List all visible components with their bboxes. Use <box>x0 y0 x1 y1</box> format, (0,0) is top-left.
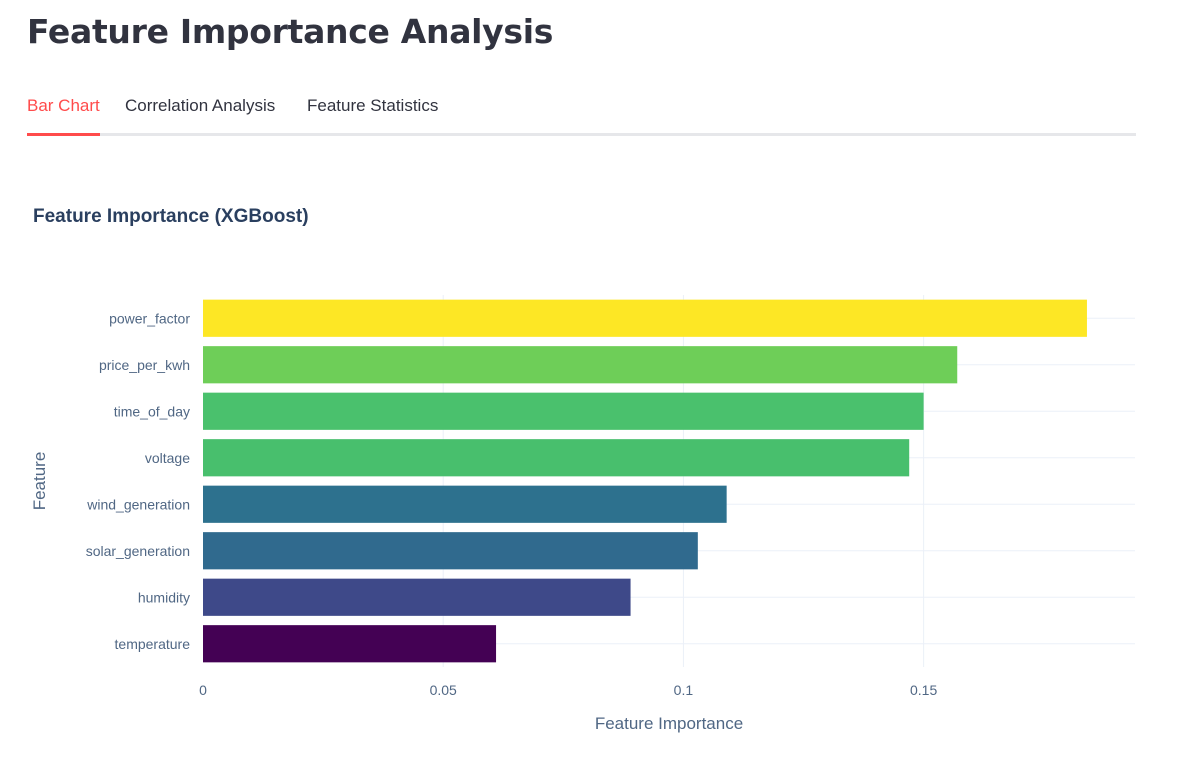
tab-bar: Bar Chart Correlation Analysis Feature S… <box>27 84 1136 136</box>
bar-wind-generation[interactable] <box>203 485 727 523</box>
y-tick-label: price_per_kwh <box>99 357 190 373</box>
chart-y-tick-labels: power_factor price_per_kwh time_of_dayvolt… <box>86 310 191 652</box>
y-tick-label: temperature <box>115 636 191 652</box>
tab-correlation-analysis[interactable]: Correlation Analysis <box>125 96 276 115</box>
bar-solar-generation[interactable] <box>203 532 698 570</box>
chart-title: Feature Importance (XGBoost) <box>33 206 309 227</box>
tab-bar-chart[interactable]: Bar Chart <box>27 96 100 136</box>
tab-feature-statistics[interactable]: Feature Statistics <box>307 96 439 115</box>
y-tick-label: solar_generation <box>86 543 190 559</box>
x-tick-label: 0 <box>199 682 207 698</box>
bar-power-factor[interactable] <box>203 299 1087 337</box>
bar-time-of-day[interactable] <box>203 392 924 430</box>
y-tick-label: voltage <box>145 450 190 466</box>
page-title: Feature Importance Analysis <box>27 12 554 51</box>
x-tick-label: 0.15 <box>910 682 937 698</box>
x-axis-title: Feature Importance <box>595 714 743 733</box>
x-tick-label: 0.1 <box>674 682 694 698</box>
y-axis-title: Feature <box>30 452 49 511</box>
bar-humidity[interactable] <box>203 578 631 616</box>
y-tick-label: wind_generation <box>86 496 190 512</box>
y-tick-label: time_of_day <box>114 403 190 419</box>
x-tick-label: 0.05 <box>430 682 457 698</box>
tab-bar-border <box>27 133 1136 136</box>
y-tick-label: humidity <box>138 589 190 605</box>
chart-bars <box>203 299 1087 663</box>
y-tick-label: power_factor <box>109 310 190 326</box>
bar-temperature[interactable] <box>203 625 497 663</box>
bar-price-per-kwh[interactable] <box>203 346 958 384</box>
chart-x-tick-labels: 0 0.05 0.1 0.15 <box>199 682 937 698</box>
bar-voltage[interactable] <box>203 439 910 477</box>
